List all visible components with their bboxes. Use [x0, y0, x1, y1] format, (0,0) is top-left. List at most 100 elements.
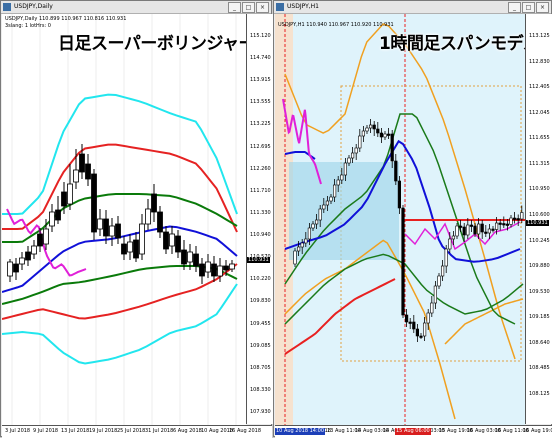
daily-annotation-text: 日足スーパーボリンジャー — [58, 34, 246, 54]
h1-candle-body — [466, 224, 470, 236]
daily-super-bollinger-chart — [2, 14, 238, 425]
daily-candle-body — [139, 223, 145, 255]
daily-price-axis[interactable]: 115.120 114.740 113.915 113.555 113.225 112.6… — [246, 14, 273, 424]
daily-candle-body — [133, 239, 139, 259]
daily-indicator-info: 3slang: 1 lotHrs: 0 — [5, 23, 51, 29]
daily-price-label: 110.940 — [250, 232, 271, 239]
h1-candle-body — [426, 312, 430, 324]
daily-candle-body — [211, 263, 217, 277]
daily-candle-body — [109, 225, 115, 237]
daily-plot-area[interactable]: USDJPY,Daily 110.899 110.967 110.816 110… — [2, 14, 246, 425]
daily-price-label: 113.915 — [250, 77, 271, 84]
h1-candle-body — [307, 227, 311, 240]
h1-lower-sigma — [284, 253, 524, 325]
daily-candle-body — [61, 191, 67, 207]
minimize-button[interactable]: _ — [508, 2, 521, 13]
h1-candle-body — [358, 135, 362, 149]
daily-time-label: 19 Jul 2018 — [89, 428, 118, 434]
minimize-button[interactable]: _ — [228, 2, 241, 13]
h1-candle-body — [361, 130, 365, 137]
daily-candle-body — [67, 183, 73, 205]
daily-candle-body — [37, 233, 43, 247]
daily-price-label: 115.120 — [250, 33, 271, 39]
h1-candle-body — [441, 265, 445, 277]
h1-time-label: 16 Aug 11:00 — [495, 428, 529, 434]
close-button[interactable]: × — [256, 2, 269, 13]
h1-candle-body — [412, 321, 416, 330]
maximize-button[interactable]: □ — [522, 2, 535, 13]
daily-candle-body — [91, 173, 97, 233]
h1-price-label: 112.830 — [529, 58, 550, 65]
h1-time-label: 15 Aug 19:00 — [439, 428, 473, 434]
h1-plot-area[interactable]: USDJPY,H1 110.940 110.967 110.920 110.93… — [275, 14, 525, 425]
h1-candle-body — [340, 174, 344, 181]
h1-candle-body — [477, 223, 481, 235]
daily-chart-window[interactable]: USDJPY,Daily _ □ × USDJPY,Daily 110.899 … — [0, 0, 273, 438]
daily-window-titlebar[interactable]: USDJPY,Daily _ □ × — [1, 1, 271, 14]
h1-time-label: 14 Aug 03:00 — [355, 428, 389, 434]
daily-time-label: 6 Aug 2018 — [173, 428, 202, 434]
h1-upper-sigma — [284, 113, 516, 325]
daily-candle-body — [31, 245, 37, 255]
daily-candle-body — [49, 211, 55, 227]
daily-candle-body — [103, 218, 109, 237]
h1-price-label: 110.600 — [529, 212, 550, 218]
h1-candle-body — [516, 218, 520, 221]
daily-price-label: 111.710 — [250, 187, 271, 194]
h1-chart-window[interactable]: USDJPY,H1 _ □ × USDJPY,H1 110.940 110.96… — [273, 0, 552, 438]
h1-candle-body — [405, 314, 409, 323]
h1-price-axis[interactable]: 113.125 112.830 112.405 112.045 111.655 111.3… — [525, 14, 552, 424]
daily-candle-body — [13, 263, 19, 273]
h1-candle-body — [397, 180, 401, 209]
h1-candle-body — [332, 184, 337, 198]
daily-candle-body — [25, 251, 31, 261]
daily-candle-body — [43, 228, 49, 245]
daily-time-label: 13 Jul 2018 — [61, 428, 90, 434]
h1-candle-body — [473, 225, 477, 235]
chart-window-icon — [3, 3, 11, 11]
h1-red-step-line — [284, 278, 396, 355]
daily-candle-body — [97, 218, 103, 230]
h1-window-titlebar[interactable]: USDJPY,H1 _ □ × — [274, 1, 551, 14]
h1-candle-body — [502, 223, 506, 226]
h1-price-label: 111.655 — [529, 135, 550, 142]
daily-candle-body — [151, 193, 157, 213]
h1-candle-body — [314, 219, 319, 225]
h1-candle-body — [444, 248, 448, 267]
h1-candle-body — [365, 127, 369, 132]
h1-price-label: 109.185 — [529, 314, 550, 321]
h1-candle-body — [322, 204, 326, 210]
h1-price-label: 108.125 — [529, 391, 550, 397]
h1-candle-body — [505, 223, 510, 226]
daily-price-label: 107.930 — [250, 409, 271, 415]
daily-candle-body — [163, 231, 169, 250]
h1-candle-body — [372, 124, 376, 130]
h1-candle-body — [296, 246, 301, 252]
h1-price-label: 112.405 — [529, 84, 550, 91]
h1-candle-body — [304, 238, 308, 244]
daily-candle-body — [205, 261, 211, 273]
h1-candle-body — [491, 228, 495, 231]
close-button[interactable]: × — [536, 2, 549, 13]
maximize-button[interactable]: □ — [242, 2, 255, 13]
h1-candle-body — [325, 200, 329, 206]
h1-price-label: 109.880 — [529, 263, 550, 270]
daily-price-label: 112.260 — [250, 165, 271, 172]
h1-chikou-line — [282, 98, 322, 185]
h1-price-label: 110.245 — [529, 237, 550, 244]
h1-candle-body — [369, 124, 373, 129]
h1-candle-body — [462, 226, 466, 236]
h1-candle-body — [423, 322, 427, 337]
h1-time-label: 16 Aug 03:00 — [467, 428, 501, 434]
h1-candle-body — [520, 212, 524, 220]
h1-price-label: 112.045 — [529, 109, 550, 116]
h1-candle-body — [469, 224, 474, 227]
daily-time-axis[interactable]: 3 Jul 2018 9 Jul 2018 13 Jul 2018 19 Jul 20… — [2, 425, 272, 438]
h1-candle-body — [318, 208, 322, 221]
h1-candle-body — [329, 196, 333, 202]
h1-annotation-text: 1時間足スパンモデル — [379, 34, 525, 54]
h1-time-label: 13 Aug 11:00 — [327, 428, 361, 434]
daily-window-title: USDJPY,Daily — [14, 3, 53, 10]
h1-candle-body — [495, 222, 499, 230]
